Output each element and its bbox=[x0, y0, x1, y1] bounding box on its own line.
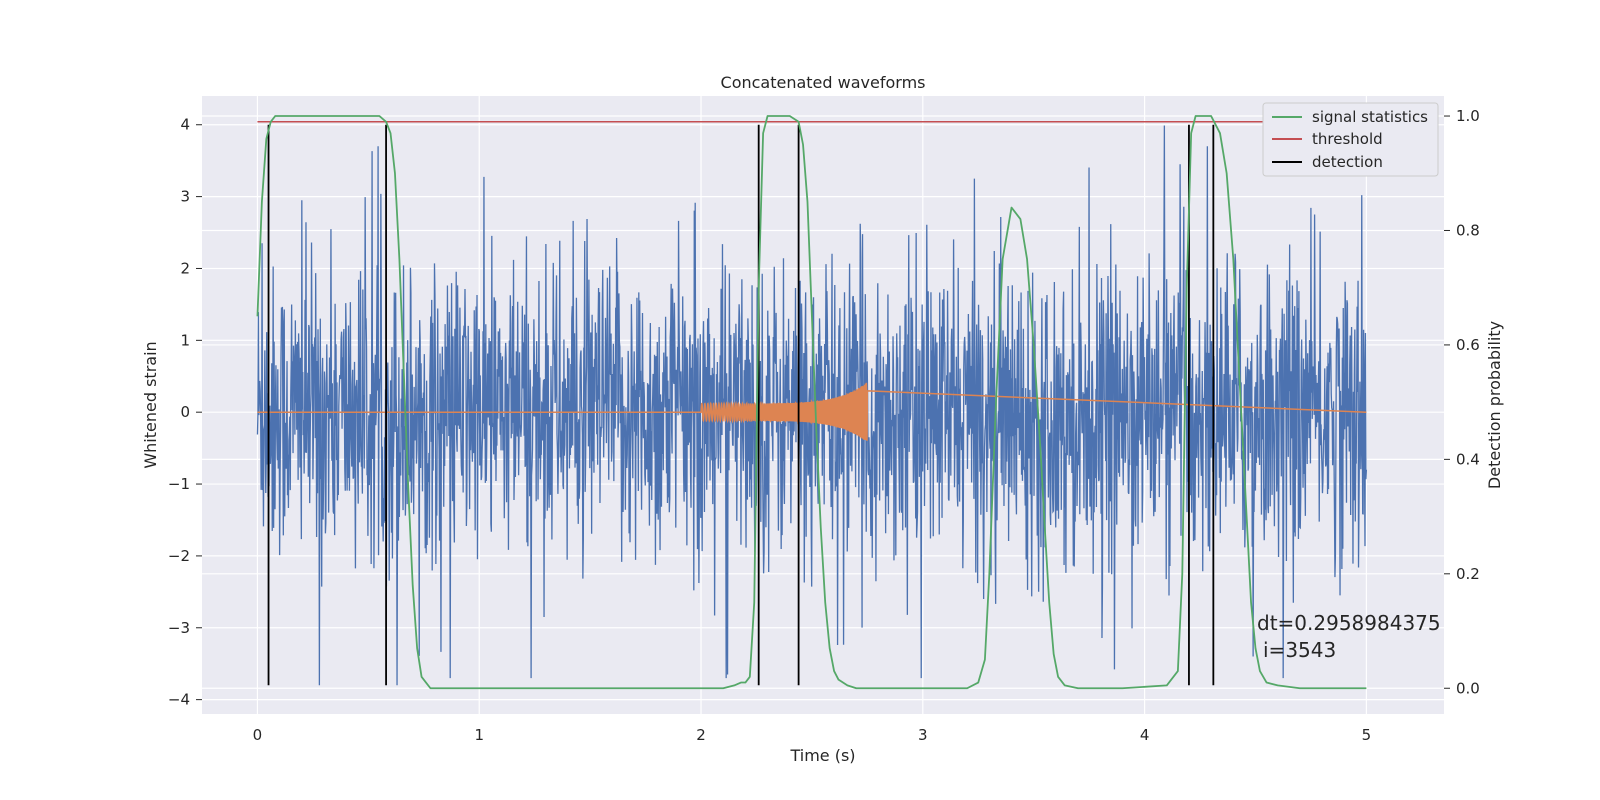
y-tick-label: 2 bbox=[180, 259, 190, 277]
y2-tick-label: 0.0 bbox=[1456, 679, 1480, 697]
y-tick-label: 0 bbox=[180, 403, 190, 421]
y2-tick-label: 1.0 bbox=[1456, 107, 1480, 125]
y-tick-label: 3 bbox=[180, 188, 190, 206]
x-tick-label: 5 bbox=[1362, 726, 1372, 744]
x-tick-label: 0 bbox=[253, 726, 263, 744]
y-tick-label: 1 bbox=[180, 331, 190, 349]
y2-tick-label: 0.4 bbox=[1456, 450, 1480, 468]
x-tick-label: 2 bbox=[696, 726, 706, 744]
annotation-dt: dt=0.2958984375 bbox=[1257, 611, 1441, 635]
y2-tick-label: 0.2 bbox=[1456, 565, 1480, 583]
x-axis-label: Time (s) bbox=[789, 746, 855, 765]
y2-tick-label: 0.6 bbox=[1456, 336, 1480, 354]
y2-tick-label: 0.8 bbox=[1456, 221, 1480, 239]
signal-statistics-line bbox=[256, 115, 1367, 690]
tick-labels: 0 1 2 3 4 5 −4 −3 −2 −1 0 1 2 3 4 0.0 0.2 0.4 0.6 0.8 1.0 bbox=[168, 107, 1480, 744]
y-tick-label: −4 bbox=[168, 691, 190, 709]
y-tick-label: −3 bbox=[168, 619, 190, 637]
injected-waveform-trace bbox=[257, 382, 1367, 441]
whitened-strain-trace bbox=[256, 125, 1368, 686]
annotation-index: i=3543 bbox=[1263, 638, 1336, 662]
legend-label-detection: detection bbox=[1312, 153, 1383, 171]
y-axis-label: Whitened strain bbox=[141, 341, 160, 468]
y2-axis-label: Detection probability bbox=[1485, 321, 1504, 489]
series-layer bbox=[256, 115, 1368, 690]
y-tick-label: 4 bbox=[180, 116, 190, 134]
legend: signal statistics threshold detection bbox=[1262, 102, 1439, 177]
legend-frame bbox=[1262, 102, 1439, 177]
y-tick-label: −2 bbox=[168, 547, 190, 565]
x-tick-label: 1 bbox=[474, 726, 484, 744]
legend-label-threshold: threshold bbox=[1312, 130, 1383, 148]
chart-title: Concatenated waveforms bbox=[721, 73, 926, 92]
legend-label-signal-statistics: signal statistics bbox=[1312, 108, 1428, 126]
x-tick-label: 4 bbox=[1140, 726, 1150, 744]
y-tick-label: −1 bbox=[168, 475, 190, 493]
x-tick-label: 3 bbox=[918, 726, 928, 744]
